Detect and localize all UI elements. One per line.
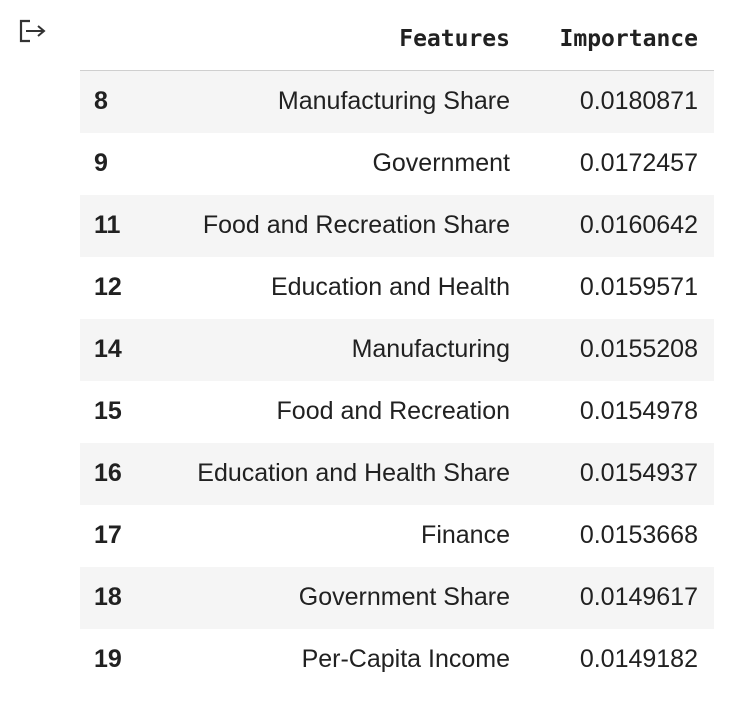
feature-cell: Government Share [298, 583, 510, 611]
row-index: 14 [94, 335, 122, 363]
row-index: 15 [94, 397, 122, 425]
dataframe-table: Features Importance 8 Manufacturing Shar… [80, 8, 714, 691]
feature-cell: Manufacturing [351, 335, 510, 363]
feature-cell: Food and Recreation [276, 397, 510, 425]
table-row: 9 Government 0.0172457 [80, 132, 714, 195]
importance-cell: 0.0160642 [579, 211, 698, 239]
importance-cell: 0.0154937 [579, 459, 698, 487]
importance-cell: 0.0154978 [579, 397, 698, 425]
importance-cell: 0.0153668 [579, 521, 698, 549]
table-row: 11 Food and Recreation Share 0.0160642 [80, 194, 714, 257]
table-header: Features Importance [80, 8, 714, 71]
row-index: 16 [94, 459, 122, 487]
row-index: 8 [94, 87, 108, 116]
importance-column-header: Importance [524, 8, 714, 71]
importance-cell: 0.0180871 [579, 87, 698, 116]
row-index: 11 [94, 211, 121, 239]
index-header [80, 8, 152, 71]
row-index: 18 [94, 583, 122, 611]
table-row: 15 Food and Recreation 0.0154978 [80, 380, 714, 443]
features-column-header: Features [152, 8, 524, 71]
table-row: 8 Manufacturing Share 0.0180871 [80, 70, 714, 133]
table-row: 16 Education and Health Share 0.0154937 [80, 442, 714, 505]
table-row: 12 Education and Health 0.0159571 [80, 256, 714, 319]
row-index: 19 [94, 645, 122, 673]
feature-cell: Finance [421, 521, 510, 549]
importance-cell: 0.0149617 [579, 583, 698, 611]
importance-cell: 0.0172457 [579, 149, 698, 177]
importance-cell: 0.0155208 [579, 335, 698, 363]
row-index: 12 [94, 273, 122, 301]
importance-cell: 0.0149182 [579, 645, 698, 673]
table-row: 17 Finance 0.0153668 [80, 504, 714, 567]
feature-cell: Government [372, 149, 510, 177]
header-row: Features Importance [80, 8, 714, 71]
table-row: 19 Per-Capita Income 0.0149182 [80, 628, 714, 691]
feature-cell: Education and Health [270, 273, 510, 301]
row-index: 9 [94, 149, 108, 177]
importance-cell: 0.0159571 [579, 273, 698, 301]
table-body: 8 Manufacturing Share 0.0180871 9 Govern… [80, 70, 714, 691]
feature-cell: Manufacturing Share [277, 87, 510, 116]
table-row: 18 Government Share 0.0149617 [80, 566, 714, 629]
feature-cell: Food and Recreation Share [202, 211, 510, 239]
output-arrow-icon[interactable] [18, 18, 48, 44]
feature-cell: Education and Health Share [197, 459, 510, 487]
row-index: 17 [94, 521, 122, 549]
feature-cell: Per-Capita Income [301, 645, 510, 673]
table-row: 14 Manufacturing 0.0155208 [80, 318, 714, 381]
